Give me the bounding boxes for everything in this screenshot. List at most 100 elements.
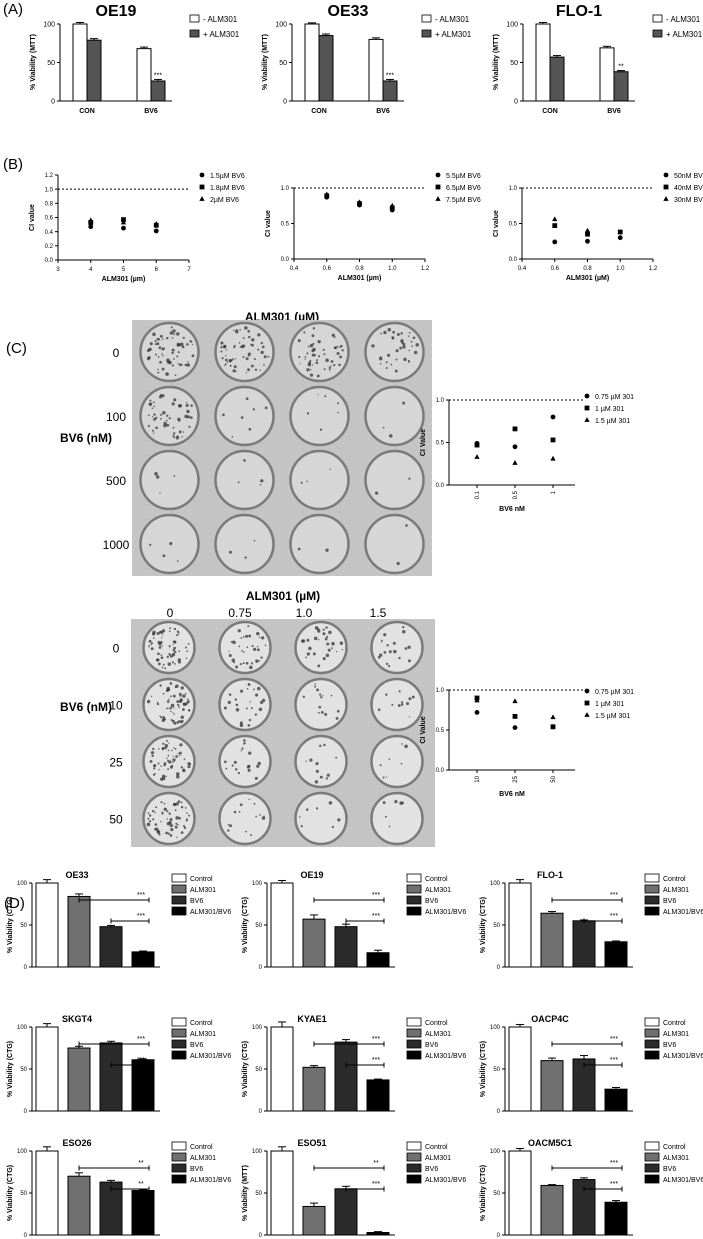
legend-swatch — [171, 1050, 187, 1060]
y-tick-label: 0 — [24, 965, 28, 971]
colony-dot — [315, 361, 319, 365]
legend-swatch — [406, 895, 422, 905]
data-point — [153, 220, 159, 226]
colony-dot — [225, 349, 228, 351]
colony-dot — [154, 772, 156, 775]
colony-dot — [331, 641, 335, 646]
colony-dot — [232, 369, 236, 373]
colony-dot — [379, 356, 382, 358]
colony-dot — [157, 640, 161, 645]
y-tick-label: 0.0 — [436, 483, 445, 489]
colony-dot — [256, 764, 260, 768]
colony-dot — [247, 768, 251, 772]
colony-dot — [159, 715, 161, 717]
colony-dot — [317, 339, 321, 344]
colony-dot — [404, 647, 408, 650]
data-point — [512, 714, 518, 719]
colony-dot — [307, 362, 312, 367]
colony-dot — [408, 349, 410, 352]
colony-dot — [402, 401, 406, 405]
colony-dot — [180, 715, 184, 719]
colony-dot — [161, 347, 165, 351]
colony-dot — [254, 368, 258, 371]
colony-dot — [160, 654, 163, 656]
colony-dot — [175, 822, 178, 825]
colony-dot — [253, 802, 256, 805]
chart-d4: SKGT4 0 50 100 % Viability (CTG) *** *** Contro… — [7, 1014, 231, 1115]
colony-dot — [253, 357, 256, 361]
colony-dot — [239, 328, 241, 331]
colony-dot — [341, 349, 344, 352]
colony-dot — [157, 762, 160, 765]
colony-dot — [164, 667, 167, 670]
legend-swatch — [644, 895, 660, 905]
colony-dot — [150, 647, 154, 651]
colony-dot — [240, 346, 242, 348]
colony-dot — [175, 435, 180, 440]
colony-dot — [388, 825, 391, 828]
colony-dot — [152, 637, 155, 639]
colony-dot — [171, 661, 174, 664]
colony-dot — [167, 759, 170, 762]
colony-dot — [338, 346, 340, 349]
colony-dot — [155, 426, 158, 430]
colony-dot — [182, 336, 185, 339]
colony-dot — [156, 830, 161, 834]
panel-b-charts: 0.0 0.2 0.4 0.6 0.8 1.0 1.2 3 4 5 6 7 ALM301 (µm) CI … — [29, 172, 703, 283]
y-tick-label: 100 — [490, 1025, 501, 1031]
culture-well — [218, 677, 272, 732]
legend-label: BV6 — [425, 1042, 438, 1049]
colony-dot — [328, 630, 332, 635]
colony-dot — [188, 425, 191, 428]
bar — [270, 1026, 294, 1112]
y-tick-label: 0.2 — [45, 244, 54, 250]
colony-dot — [174, 374, 177, 377]
bar — [599, 47, 615, 102]
colony-dot — [337, 411, 339, 414]
colony-dot — [240, 749, 243, 752]
bar — [604, 941, 628, 968]
colony-dot — [232, 640, 234, 642]
culture-well — [370, 677, 424, 732]
colony-dot — [319, 693, 322, 696]
colony-dot — [175, 816, 179, 820]
colony-dot — [176, 332, 180, 336]
legend-swatch — [644, 1141, 660, 1151]
colony-dot — [396, 561, 400, 566]
data-point — [552, 239, 558, 245]
colony-dot — [316, 688, 320, 692]
colony-dot — [415, 343, 419, 347]
colony-dot — [245, 634, 249, 638]
colony-dot — [156, 631, 160, 636]
colony-dot — [168, 417, 171, 420]
colony-dot — [161, 338, 164, 340]
colony-dot — [306, 368, 310, 372]
colony-dot — [235, 371, 237, 373]
y-axis-label: % Viability (CTG) — [480, 1165, 487, 1221]
colony-dot — [182, 431, 185, 433]
colony-dot — [179, 430, 182, 432]
colony-dot — [244, 326, 248, 330]
colony-dot — [151, 809, 155, 813]
colony-dot — [167, 707, 169, 710]
colony-dot — [161, 367, 165, 371]
colony-dot — [256, 631, 260, 636]
colony-dot — [408, 332, 411, 334]
significance-label: ** — [138, 1160, 144, 1167]
y-axis-label: % Viability (MTT) — [493, 34, 500, 90]
colony-dot — [156, 475, 160, 479]
colony-dot — [147, 812, 150, 815]
colony-dot — [225, 354, 227, 357]
legend-label: 0.75 µM 301 — [595, 394, 634, 401]
colony-dot — [408, 659, 411, 663]
colony-dot — [383, 650, 387, 654]
colony-dot — [238, 645, 241, 648]
colony-dot — [172, 761, 174, 764]
legend-swatch — [171, 1028, 187, 1038]
bar — [508, 1026, 532, 1112]
y-axis-label: % Viability (CTG) — [480, 897, 487, 953]
bar — [366, 1079, 390, 1112]
colony-dot — [392, 641, 396, 645]
colony-dot — [169, 818, 173, 822]
bar — [302, 1066, 326, 1112]
